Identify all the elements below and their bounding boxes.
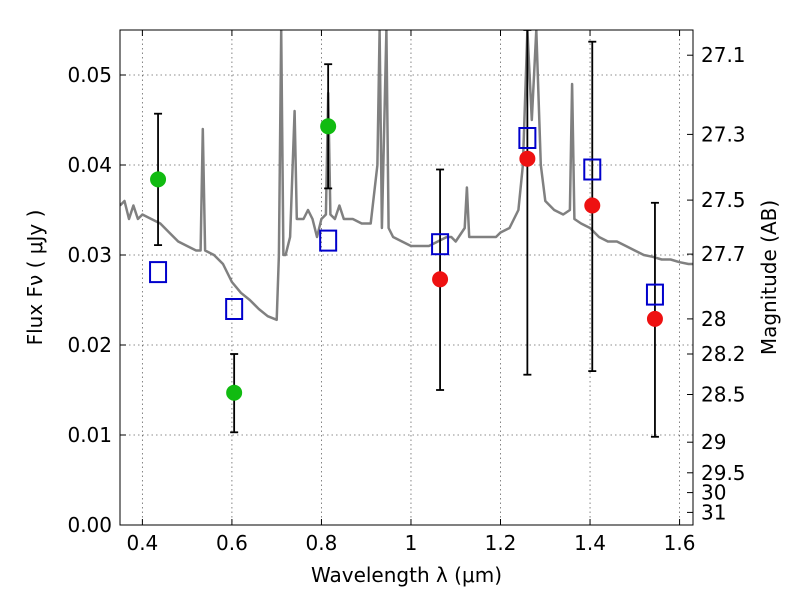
y-axis-label: Flux Fν ( μJy )	[23, 210, 47, 346]
y2-tick-label: 28.5	[701, 383, 746, 407]
ticks: 0.4 0.6 0.8 1 1.2 1.4 1.6 0.00 0.01 0.02 0.03 0.04 0…	[67, 30, 746, 555]
plot-area	[120, 30, 693, 438]
data-point-circle	[519, 150, 536, 167]
spectrum-line	[120, 30, 693, 322]
data-point-circle	[584, 197, 601, 214]
x-axis-label: Wavelength λ (μm)	[311, 563, 502, 587]
x-tick-label: 1	[405, 531, 418, 555]
y2-tick-label: 29	[701, 430, 726, 454]
y2-tick-label: 27.3	[701, 122, 746, 146]
x-tick-label: 0.4	[126, 531, 158, 555]
y2-tick-label: 29.5	[701, 461, 746, 485]
y2-tick-label: 31	[701, 500, 726, 524]
x-tick-label: 0.6	[216, 531, 248, 555]
y-tick-label: 0.01	[67, 423, 112, 447]
y-tick-label: 0.00	[67, 513, 112, 537]
x-tick-label: 1.2	[485, 531, 517, 555]
plot-content	[120, 30, 693, 438]
x-tick-label: 0.8	[306, 531, 338, 555]
data-point-circle	[432, 271, 449, 288]
y2-tick-label: 27.7	[701, 242, 746, 266]
y2-tick-label: 27.5	[701, 188, 746, 212]
y-tick-label: 0.05	[67, 63, 112, 87]
data-point-circle	[226, 384, 243, 401]
x-tick-label: 1.4	[574, 531, 606, 555]
y2-tick-label: 30	[701, 481, 726, 505]
data-point-circle	[646, 310, 663, 327]
model-point-square	[583, 158, 602, 181]
y-tick-label: 0.04	[67, 153, 112, 177]
y-tick-label: 0.02	[67, 333, 112, 357]
y2-tick-label: 27.1	[701, 43, 746, 67]
plot-frame	[119, 29, 694, 526]
y2-axis-label: Magnitude (AB)	[757, 200, 781, 355]
y2-tick-label: 28	[701, 307, 726, 331]
y-tick-label: 0.03	[67, 243, 112, 267]
data-point-circle	[150, 171, 167, 188]
model-point-square	[431, 233, 450, 256]
data-point-circle	[320, 118, 337, 135]
x-tick-label: 1.6	[664, 531, 696, 555]
model-point-square	[518, 127, 537, 149]
model-point-square	[225, 298, 244, 320]
y2-tick-label: 28.2	[701, 342, 746, 366]
model-point-square	[319, 229, 338, 252]
model-point-square	[645, 283, 664, 306]
model-point-square	[149, 261, 168, 284]
